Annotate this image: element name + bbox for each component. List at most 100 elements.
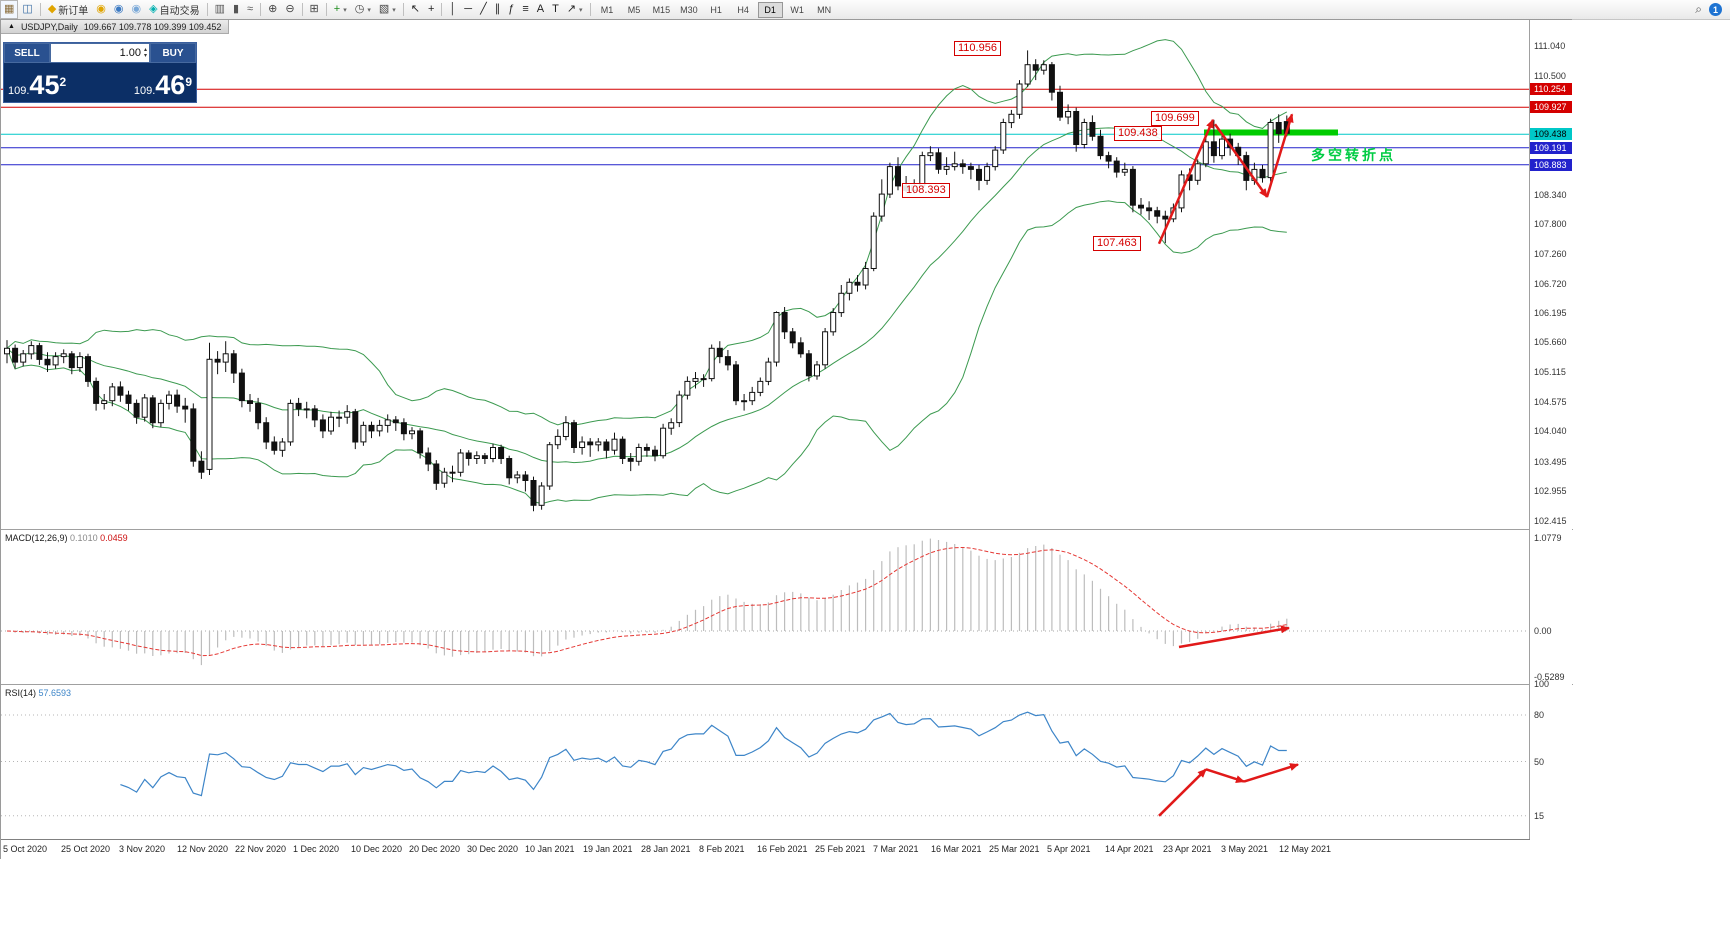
dropdown-arrow-icon[interactable]: ▾: [367, 6, 371, 14]
trendline-tool-button[interactable]: ╱: [476, 0, 491, 19]
timeframe-m5[interactable]: M5: [627, 4, 641, 15]
date-label: 7 Mar 2021: [873, 844, 919, 854]
rsi-value: 57.6593: [38, 688, 72, 698]
indicators-button[interactable]: + ▾: [330, 0, 351, 19]
toolbar-separator: [402, 3, 404, 16]
date-label: 23 Apr 2021: [1163, 844, 1212, 854]
new-order-icon: ◆: [47, 3, 57, 15]
bid-pip-digit: 2: [59, 75, 67, 89]
price-tick-label: 107.260: [1534, 249, 1567, 260]
timeframe-m15[interactable]: M15: [652, 4, 671, 15]
text-tool-button[interactable]: A: [533, 0, 548, 19]
trend-arrows-layer: [1157, 113, 1294, 245]
sell-button[interactable]: SELL: [4, 43, 50, 63]
candlestick-chart-icon[interactable]: ▮: [229, 0, 243, 19]
dropdown-arrow-icon[interactable]: ▾: [579, 6, 583, 14]
timeframe-m1[interactable]: M1: [600, 4, 614, 15]
timeframe-h4[interactable]: H4: [737, 4, 749, 15]
periods-icon: ◷: [354, 3, 365, 15]
timeframe-m30[interactable]: M30: [680, 4, 698, 15]
note-text-annotation[interactable]: 多空转折点: [1311, 147, 1396, 163]
toolbar-right: ⌕ 1: [1695, 2, 1730, 17]
line-chart-icon[interactable]: ≈: [243, 0, 257, 19]
crosshair-tool-button[interactable]: +: [424, 0, 438, 19]
shapes-tool-icon: ≡: [522, 3, 529, 15]
dropdown-arrow-icon[interactable]: ▾: [343, 6, 347, 14]
buy-button[interactable]: BUY: [150, 43, 196, 63]
deposit-icon[interactable]: ◉: [92, 0, 110, 19]
price-annotation[interactable]: 110.956: [954, 41, 1001, 56]
volume-decrease-icon[interactable]: ▾: [143, 53, 147, 59]
autotrading-button[interactable]: ◈ 自动交易: [145, 0, 203, 19]
arrows-tool-button[interactable]: ↗ ▾: [563, 0, 587, 19]
community-icon[interactable]: ◉: [110, 0, 128, 19]
macd-axis-label: 0.00: [1534, 626, 1552, 636]
info-icon: ◉: [131, 3, 142, 15]
date-label: 12 May 2021: [1279, 844, 1332, 854]
fibonacci-tool-icon: ƒ: [508, 3, 515, 15]
macd-axis-label: 1.0779: [1534, 532, 1562, 543]
one-click-trading-panel: SELL 1.00 ▴ ▾ BUY 109. 45 2 109. 46 9: [3, 42, 197, 103]
bar-chart-icon[interactable]: ▥: [211, 0, 229, 19]
rsi-layer: [1, 711, 1529, 817]
volume-increase-icon[interactable]: ▴: [143, 47, 147, 53]
price-annotation[interactable]: 109.438: [1114, 126, 1162, 141]
bar-chart-icon: ▥: [214, 3, 225, 15]
chart-window-usdjpy-daily: ▲ USDJPY,Daily 109.667 109.778 109.399 1…: [0, 19, 1573, 860]
date-axis[interactable]: 5 Oct 2020 25 Oct 2020 3 Nov 2020 12 Nov 20…: [1, 839, 1530, 860]
periods-button[interactable]: ◷ ▾: [351, 0, 375, 19]
toolbar-separator: [39, 3, 41, 16]
tile-windows-icon[interactable]: ⊞: [306, 0, 323, 19]
macd-axis-label: -0.5289: [1534, 671, 1565, 682]
deposit-icon: ◉: [96, 3, 106, 15]
profiles-icon[interactable]: ◫: [18, 0, 36, 19]
bid-price[interactable]: 109. 45 2: [8, 64, 66, 100]
new-chart-icon[interactable]: ▦: [0, 0, 19, 19]
rsi-axis-label: 80: [1534, 710, 1545, 720]
rsi-axis-label: 50: [1534, 756, 1545, 767]
vertical-line-tool-button[interactable]: │: [445, 0, 460, 19]
price-annotation[interactable]: 108.393: [902, 183, 950, 198]
price-tick-label: 102.415: [1534, 515, 1567, 526]
dropdown-arrow-icon[interactable]: ▾: [392, 6, 396, 14]
timeframe-mn[interactable]: MN: [817, 4, 832, 15]
channel-tool-button[interactable]: ∥: [491, 0, 505, 19]
search-icon[interactable]: ⌕: [1695, 2, 1702, 16]
chart-caption[interactable]: ▲ USDJPY,Daily 109.667 109.778 109.399 1…: [1, 20, 230, 34]
timeframe-w1[interactable]: W1: [790, 4, 804, 15]
price-axis[interactable]: 111.040 110.500 108.340 107.800 107.260 106.7…: [1530, 20, 1572, 859]
volume-input[interactable]: 1.00 ▴ ▾: [50, 43, 150, 63]
arrows-tool-icon: ↗: [566, 3, 577, 15]
fibonacci-tool-button[interactable]: ƒ: [504, 0, 518, 19]
shapes-tool-button[interactable]: ≡: [518, 0, 532, 19]
horizontal-line-tool-button[interactable]: ─: [460, 0, 476, 19]
new-order-button[interactable]: ◆ 新订单: [44, 0, 92, 19]
bid-big-digits: 45: [29, 70, 60, 100]
bid-prefix: 109.: [8, 85, 30, 97]
collapse-icon[interactable]: ▲: [8, 23, 15, 30]
zoom-out-icon[interactable]: ⊖: [281, 0, 298, 19]
text-label-tool-button[interactable]: T: [548, 0, 563, 19]
cursor-tool-button[interactable]: ↖: [407, 0, 424, 19]
zoom-in-icon[interactable]: ⊕: [264, 0, 281, 19]
ask-big-digits: 46: [155, 70, 186, 100]
info-icon[interactable]: ◉: [128, 0, 146, 19]
ask-price[interactable]: 109. 46 9: [134, 64, 192, 100]
date-label: 28 Jan 2021: [641, 844, 691, 854]
volume-stepper[interactable]: ▴ ▾: [144, 47, 147, 59]
price-level-box: 109.438: [1530, 128, 1572, 141]
toolbar-separator: [589, 3, 591, 16]
templates-button[interactable]: ▧ ▾: [375, 0, 400, 19]
notifications-badge[interactable]: 1: [1709, 3, 1722, 16]
timeframe-d1[interactable]: D1: [757, 1, 783, 18]
timeframe-h1[interactable]: H1: [710, 4, 722, 15]
price-chart-canvas[interactable]: [1, 20, 1573, 860]
price-annotation[interactable]: 107.463: [1093, 236, 1141, 251]
price-level-box: 109.927: [1530, 101, 1572, 114]
price-level-box: 108.883: [1530, 158, 1572, 171]
toolbar-separator: [301, 3, 303, 16]
price-annotation[interactable]: 109.699: [1151, 111, 1199, 126]
date-label: 22 Nov 2020: [235, 844, 287, 854]
date-label: 19 Jan 2021: [583, 844, 633, 854]
tile-windows-icon: ⊞: [309, 3, 319, 15]
